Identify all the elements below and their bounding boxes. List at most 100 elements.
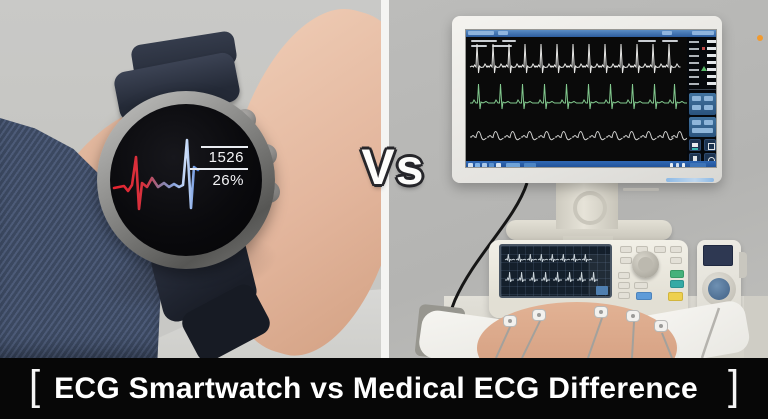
screen-label xyxy=(471,45,487,47)
monitor-stand-arm xyxy=(506,220,672,240)
alarm-tick xyxy=(702,47,705,50)
trace-row-gray xyxy=(469,131,687,141)
keypad-button xyxy=(654,246,666,253)
titlebar-control xyxy=(662,31,672,35)
monitor-brand-text xyxy=(766,36,768,40)
enter-button xyxy=(636,292,652,300)
handheld-screen xyxy=(703,245,733,266)
smartwatch-photo: 1526 26% xyxy=(0,0,381,358)
electrode-wires xyxy=(495,307,721,358)
watch-reading-bottom: 26% xyxy=(212,172,244,189)
keypad-button xyxy=(670,257,682,264)
ecg-electrode xyxy=(626,310,640,322)
smartwatch-face: 1526 26% xyxy=(110,104,262,256)
ecg-monitor xyxy=(452,16,768,191)
titlebar-menu xyxy=(498,31,508,35)
taskbar-icon xyxy=(475,162,480,167)
monitor-screen xyxy=(465,29,717,168)
watch-readout: 1526 26% xyxy=(190,146,248,189)
screen-label xyxy=(471,40,497,42)
watch-ecg-waveform xyxy=(112,138,200,211)
bracket-left: [ xyxy=(28,362,41,409)
panel-button xyxy=(692,120,701,125)
vital-row xyxy=(689,40,716,44)
keypad-button xyxy=(618,272,630,279)
panel-button xyxy=(704,96,713,101)
ecg-electrode xyxy=(503,315,517,327)
keypad-button xyxy=(634,282,648,289)
monitor-indicator-lights xyxy=(666,178,714,182)
vs-label: Vs xyxy=(361,139,425,195)
tray-icon xyxy=(676,162,679,167)
panel-button xyxy=(704,120,713,125)
tray-icon xyxy=(670,162,673,167)
taskbar-tab xyxy=(524,162,536,167)
panel-button xyxy=(704,105,713,110)
control-panel-group xyxy=(689,93,716,115)
vital-row xyxy=(689,82,716,86)
ecg-electrode xyxy=(532,309,546,321)
panel-divider xyxy=(689,89,716,90)
rotary-knob-center xyxy=(638,257,653,272)
panel-button xyxy=(692,105,701,110)
machine-screen-widget xyxy=(596,286,608,295)
mode-button xyxy=(670,280,684,288)
stand-ring-detail xyxy=(573,191,607,225)
handheld-probe-button xyxy=(708,278,730,300)
machine-screen xyxy=(499,244,612,298)
monitor-model-text xyxy=(623,188,659,191)
trace-row-green xyxy=(469,83,687,110)
vital-row xyxy=(689,61,716,65)
vital-row xyxy=(689,75,716,79)
panel-button xyxy=(692,96,701,101)
center-divider xyxy=(381,0,389,358)
keypad-button xyxy=(618,292,630,299)
panel-button xyxy=(692,128,713,133)
title-banner: [ ECG Smartwatch vs Medical ECG Differen… xyxy=(0,358,768,419)
taskbar-icon xyxy=(496,162,501,167)
screen-label xyxy=(638,40,656,42)
screen-label xyxy=(502,40,516,42)
taskbar-icon xyxy=(482,162,487,167)
handheld-clip xyxy=(739,252,747,278)
taskbar-clock xyxy=(690,162,706,167)
trace-row-white xyxy=(469,43,681,74)
machine-trace-rows xyxy=(504,253,610,294)
ecg-electrode xyxy=(654,320,668,332)
titlebar-menu xyxy=(468,31,494,35)
vital-row xyxy=(689,66,716,72)
monitor-titlebar xyxy=(466,30,716,37)
control-panel-group xyxy=(689,117,716,137)
start-button xyxy=(670,270,684,278)
readout-divider-line xyxy=(190,168,248,170)
banner-title: ECG Smartwatch vs Medical ECG Difference xyxy=(54,371,698,405)
ecg-trace-rows xyxy=(469,43,687,141)
table-edge xyxy=(744,296,768,358)
screen-label xyxy=(662,40,678,42)
taskbar-icon xyxy=(489,162,494,167)
os-taskbar xyxy=(466,161,716,167)
monitor-brand-logo-icon xyxy=(757,35,763,41)
trend-up-arrow-icon xyxy=(701,66,707,71)
ecg-electrode xyxy=(594,306,608,318)
keypad-button xyxy=(620,246,632,253)
bracket-right: ] xyxy=(727,362,740,409)
smartwatch-bezel: 1526 26% xyxy=(97,91,275,269)
stop-button xyxy=(668,292,683,301)
taskbar-tab xyxy=(506,162,520,167)
screen-label xyxy=(492,45,512,47)
medical-ecg-photo xyxy=(389,0,768,358)
tray-icon xyxy=(682,162,685,167)
vitals-panel xyxy=(687,37,716,167)
vital-row xyxy=(689,54,716,58)
print-icon xyxy=(689,139,701,151)
keypad-button xyxy=(618,282,630,289)
vital-row xyxy=(689,47,716,51)
watch-reading-top: 1526 xyxy=(200,146,248,167)
keypad-button xyxy=(670,246,682,253)
display-icon xyxy=(704,139,716,151)
titlebar-control xyxy=(692,31,714,35)
keypad-button xyxy=(620,257,632,264)
taskbar-icon xyxy=(468,162,473,167)
